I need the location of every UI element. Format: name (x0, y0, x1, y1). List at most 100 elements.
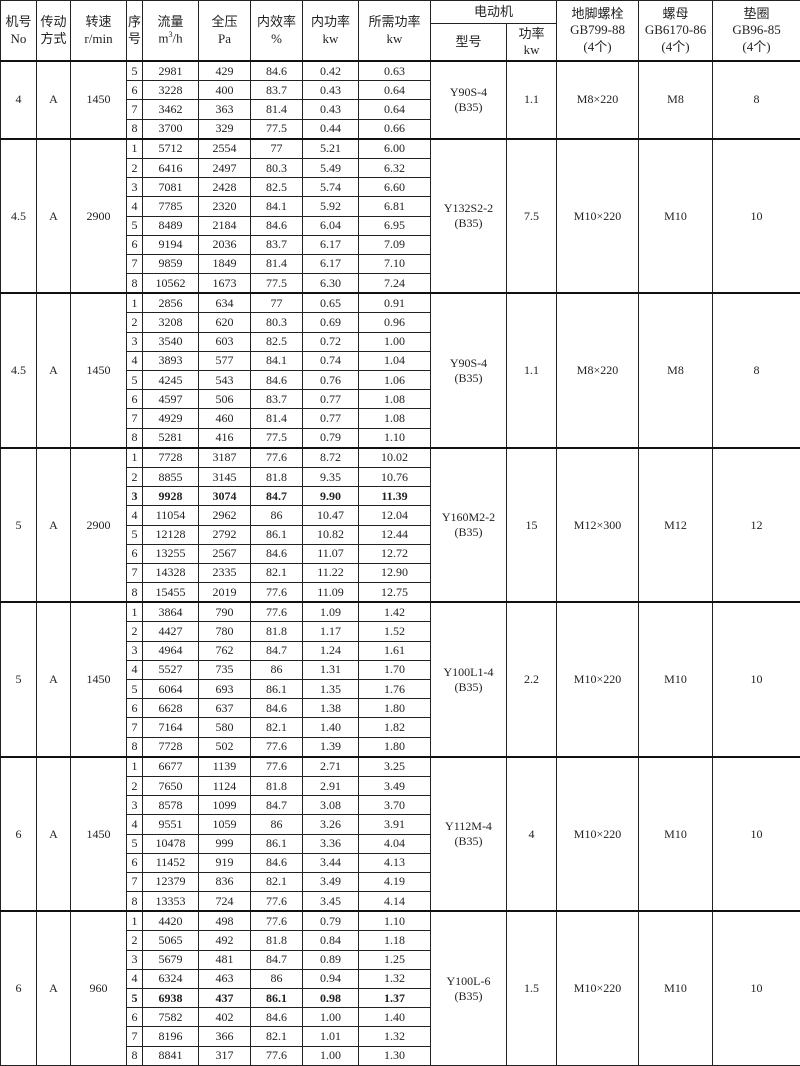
seq: 2 (127, 776, 143, 795)
header-seq: 序号 (127, 1, 143, 62)
pressure: 2962 (199, 506, 251, 525)
motor-model-name: Y100L1-4 (444, 665, 494, 679)
flow: 4245 (143, 371, 199, 390)
internal-power: 6.30 (303, 274, 359, 294)
required-power: 1.18 (359, 931, 431, 950)
nut-spec: M10 (639, 911, 713, 1065)
flow: 3700 (143, 119, 199, 139)
pressure: 402 (199, 1008, 251, 1027)
seq: 1 (127, 448, 143, 468)
pressure: 460 (199, 409, 251, 428)
internal-power: 3.49 (303, 872, 359, 891)
washer-spec: 10 (713, 911, 800, 1065)
internal-power: 0.72 (303, 332, 359, 351)
pressure: 790 (199, 602, 251, 622)
internal-power: 0.74 (303, 351, 359, 370)
seq: 6 (127, 390, 143, 409)
flow: 3893 (143, 351, 199, 370)
motor-power: 1.5 (507, 911, 557, 1065)
pressure: 2184 (199, 216, 251, 235)
flow: 7785 (143, 197, 199, 216)
seq: 5 (127, 371, 143, 390)
bolt-spec: M10×220 (557, 757, 639, 912)
efficiency: 77.5 (251, 428, 303, 448)
internal-power: 0.84 (303, 931, 359, 950)
required-power: 1.37 (359, 989, 431, 1008)
seq: 1 (127, 911, 143, 931)
motor-mount: (B35) (455, 100, 483, 114)
flow: 10562 (143, 274, 199, 294)
flow: 4597 (143, 390, 199, 409)
internal-power: 0.89 (303, 950, 359, 969)
internal-power: 1.35 (303, 680, 359, 699)
seq: 7 (127, 872, 143, 891)
required-power: 4.04 (359, 834, 431, 853)
seq: 6 (127, 81, 143, 100)
internal-power: 1.00 (303, 1046, 359, 1065)
pressure: 693 (199, 680, 251, 699)
internal-power: 9.90 (303, 487, 359, 506)
pressure: 2428 (199, 178, 251, 197)
efficiency: 77.6 (251, 757, 303, 777)
flow: 4427 (143, 622, 199, 641)
header-efficiency: 内效率% (251, 1, 303, 62)
flow: 5679 (143, 950, 199, 969)
efficiency: 77.5 (251, 274, 303, 294)
pressure: 577 (199, 351, 251, 370)
internal-power: 0.43 (303, 81, 359, 100)
seq: 7 (127, 563, 143, 582)
flow: 3228 (143, 81, 199, 100)
internal-power: 0.65 (303, 293, 359, 313)
internal-power: 2.71 (303, 757, 359, 777)
flow: 3208 (143, 313, 199, 332)
drive-type: A (37, 139, 71, 294)
pressure: 437 (199, 989, 251, 1008)
motor-power: 1.1 (507, 61, 557, 139)
efficiency: 82.1 (251, 718, 303, 737)
required-power: 12.04 (359, 506, 431, 525)
flow: 12379 (143, 872, 199, 891)
washer-spec: 8 (713, 293, 800, 448)
flow: 13255 (143, 544, 199, 563)
internal-power: 5.92 (303, 197, 359, 216)
required-power: 7.24 (359, 274, 431, 294)
internal-power: 0.42 (303, 61, 359, 81)
pressure: 498 (199, 911, 251, 931)
flow: 6677 (143, 757, 199, 777)
efficiency: 84.6 (251, 699, 303, 718)
internal-power: 3.36 (303, 834, 359, 853)
pressure: 603 (199, 332, 251, 351)
internal-power: 9.35 (303, 467, 359, 486)
internal-power: 2.91 (303, 776, 359, 795)
pressure: 780 (199, 622, 251, 641)
pressure: 2036 (199, 235, 251, 254)
required-power: 1.32 (359, 969, 431, 988)
internal-power: 3.44 (303, 853, 359, 872)
nut-spec: M10 (639, 602, 713, 757)
flow: 6628 (143, 699, 199, 718)
seq: 2 (127, 313, 143, 332)
internal-power: 0.69 (303, 313, 359, 332)
motor-power: 15 (507, 448, 557, 603)
required-power: 1.76 (359, 680, 431, 699)
pressure: 2792 (199, 525, 251, 544)
flow: 3864 (143, 602, 199, 622)
seq: 6 (127, 699, 143, 718)
flow: 11054 (143, 506, 199, 525)
seq: 6 (127, 544, 143, 563)
seq: 5 (127, 61, 143, 81)
required-power: 6.81 (359, 197, 431, 216)
seq: 4 (127, 506, 143, 525)
pressure: 3074 (199, 487, 251, 506)
seq: 4 (127, 969, 143, 988)
internal-power: 5.74 (303, 178, 359, 197)
efficiency: 77.6 (251, 737, 303, 757)
internal-power: 0.79 (303, 911, 359, 931)
header-motor: 电动机 (431, 1, 557, 24)
internal-power: 3.08 (303, 796, 359, 815)
efficiency: 81.4 (251, 100, 303, 119)
internal-power: 1.39 (303, 737, 359, 757)
